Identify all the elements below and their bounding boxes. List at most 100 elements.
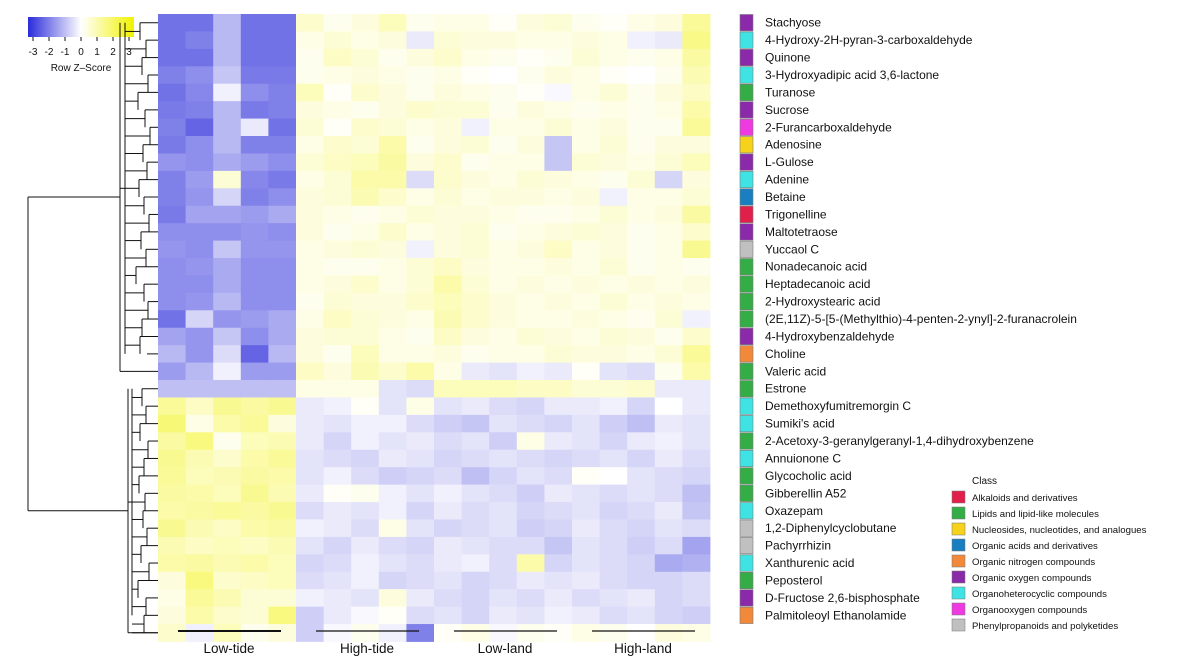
class-legend-swatch [951, 522, 966, 536]
heatmap-cell [213, 449, 242, 468]
heatmap-cell [268, 240, 297, 259]
heatmap-cell [351, 83, 380, 102]
heatmap-cell [654, 136, 683, 154]
heatmap-cell [434, 554, 462, 573]
heatmap-cell [323, 345, 352, 363]
heatmap-cell [599, 502, 628, 520]
heatmap-cell [323, 258, 352, 276]
heatmap-cell [296, 624, 324, 642]
heatmap-cell [158, 536, 186, 555]
heatmap-cell [378, 571, 407, 590]
heatmap-cell [682, 240, 711, 259]
heatmap-cell [213, 345, 242, 363]
heatmap-cell [461, 624, 490, 642]
row-label: 1,2-Diphenylcyclobutane [765, 521, 897, 535]
heatmap-cell [489, 14, 518, 32]
heatmap-cell [240, 432, 269, 451]
heatmap-cell [434, 31, 462, 50]
heatmap-cell [351, 275, 380, 294]
row-label: Palmitoleoyl Ethanolamide [765, 608, 907, 622]
heatmap-cell [544, 519, 573, 538]
heatmap-cell [158, 153, 186, 172]
heatmap-cell [434, 519, 462, 538]
class-legend-swatch [951, 490, 966, 504]
heatmap-cell [434, 240, 462, 259]
row-label: Xanthurenic acid [765, 556, 854, 570]
heatmap-cell [240, 554, 269, 573]
row-label: 3-Hydroxyadipic acid 3,6-lactone [765, 68, 939, 82]
heatmap-cell [185, 188, 214, 207]
heatmap-cell [627, 519, 656, 538]
heatmap-cell [268, 170, 297, 189]
heatmap-cell [240, 467, 269, 486]
heatmap-cell [351, 606, 380, 625]
heatmap-cell [185, 118, 214, 137]
heatmap-cell [654, 14, 683, 32]
heatmap-cell [323, 188, 352, 207]
row-label: Nonadecanoic acid [765, 260, 867, 274]
heatmap-cell [185, 571, 214, 590]
heatmap-cell [213, 170, 242, 189]
row-class-swatch [739, 537, 754, 555]
heatmap-cell [268, 467, 297, 486]
heatmap-cell [158, 188, 186, 207]
heatmap-cell [213, 275, 242, 294]
heatmap-cell [572, 345, 600, 363]
heatmap-cell [434, 589, 462, 608]
heatmap-cell [213, 380, 242, 398]
heatmap-cell [544, 606, 573, 625]
row-class-swatch [739, 449, 754, 467]
row-class-swatch [739, 571, 754, 589]
row-label: D-Fructose 2,6-bisphosphate [765, 591, 920, 605]
heatmap-cell [240, 484, 269, 503]
heatmap-cell [572, 432, 600, 451]
heatmap-cell [213, 292, 242, 311]
heatmap-cell [599, 397, 628, 416]
class-legend-label: Organoheterocyclic compounds [972, 589, 1107, 600]
heatmap-cell [240, 414, 269, 433]
row-class-swatch [739, 380, 754, 398]
heatmap-cell [516, 66, 545, 85]
heatmap-cell [213, 258, 242, 276]
heatmap-cell [323, 66, 352, 85]
heatmap-cell [654, 432, 683, 451]
heatmap-cell [158, 449, 186, 468]
heatmap-cell [572, 327, 600, 346]
heatmap-cell [213, 624, 242, 642]
heatmap-cell [406, 432, 435, 451]
heatmap-cell [434, 83, 462, 102]
heatmap-cell [213, 606, 242, 625]
color-key-gradient [28, 17, 134, 37]
heatmap-cell [627, 275, 656, 294]
heatmap-cell [461, 571, 490, 590]
heatmap-cell [240, 223, 269, 241]
heatmap-cell [434, 536, 462, 555]
heatmap-cell [323, 240, 352, 259]
heatmap-cell [268, 310, 297, 329]
row-class-swatch [739, 118, 754, 136]
heatmap-cell [489, 205, 518, 224]
heatmap-cell [627, 240, 656, 259]
heatmap-cell [627, 571, 656, 590]
heatmap-cell [213, 589, 242, 608]
heatmap-cell [572, 624, 600, 642]
heatmap-cell [599, 484, 628, 503]
heatmap-cell [461, 327, 490, 346]
heatmap-cell [572, 519, 600, 538]
heatmap-cell [268, 345, 297, 363]
heatmap-cell [268, 188, 297, 207]
heatmap-cell [351, 170, 380, 189]
heatmap-cell [378, 14, 407, 32]
heatmap-cell [406, 170, 435, 189]
heatmap-cell [544, 205, 573, 224]
heatmap-cell [378, 519, 407, 538]
heatmap-cell [406, 205, 435, 224]
heatmap-cell [627, 397, 656, 416]
heatmap-cell [351, 432, 380, 451]
heatmap-cell [268, 589, 297, 608]
color-key: -3 -2 -1 0 1 2 3 Row Z–Score [28, 17, 134, 74]
heatmap-cell [572, 292, 600, 311]
heatmap-cell [185, 554, 214, 573]
heatmap-cell [599, 380, 628, 398]
heatmap-cell [268, 554, 297, 573]
